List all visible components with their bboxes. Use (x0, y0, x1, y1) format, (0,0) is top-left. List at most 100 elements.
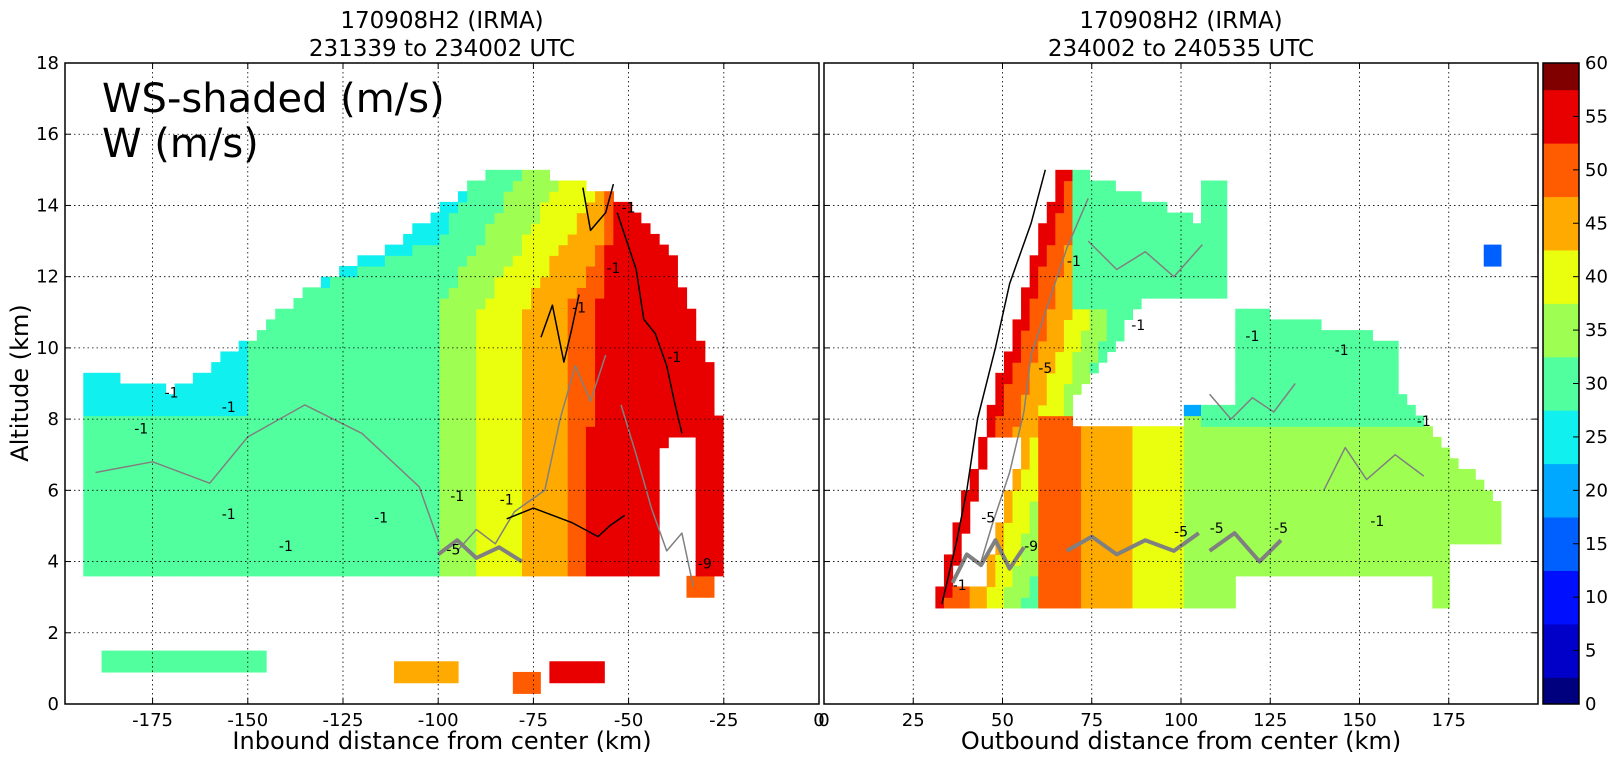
wind-speed-cell (394, 426, 404, 438)
wind-speed-cell (1320, 511, 1331, 523)
wind-speed-cell (604, 244, 614, 256)
wind-speed-cell (1218, 511, 1228, 523)
wind-speed-cell (1218, 265, 1228, 278)
wind-speed-cell (576, 287, 587, 299)
y-tick-label: 4 (48, 552, 59, 573)
wind-speed-cell (1406, 511, 1416, 523)
wind-speed-cell (311, 522, 322, 534)
wind-speed-cell (613, 212, 624, 224)
wind-speed-cell (476, 308, 487, 320)
wind-speed-cell (1260, 565, 1271, 577)
wind-speed-cell (421, 233, 432, 246)
wind-speed-cell (613, 543, 624, 556)
wind-speed-cell (1046, 522, 1056, 534)
wind-speed-cell (238, 565, 249, 577)
wind-speed-cell (585, 308, 596, 320)
wind-speed-cell (1312, 458, 1322, 470)
wind-speed-cell (943, 597, 954, 609)
wind-speed-cell (1115, 244, 1125, 256)
wind-speed-cell (421, 661, 432, 673)
wind-speed-cell (394, 351, 404, 363)
wind-speed-cell (156, 436, 167, 449)
wind-speed-cell (1423, 426, 1433, 438)
wind-speed-cell (1466, 511, 1476, 523)
wind-speed-cell (613, 383, 624, 395)
wind-speed-cell (174, 554, 185, 566)
wind-speed-cell (1406, 543, 1416, 556)
wind-speed-cell (1432, 511, 1442, 523)
wind-speed-cell (1329, 543, 1339, 556)
wind-speed-cell (1055, 426, 1065, 438)
wind-speed-cell (668, 298, 678, 310)
wind-speed-cell (659, 319, 669, 331)
wind-speed-cell (439, 265, 450, 278)
wind-speed-cell (503, 255, 514, 267)
wind-speed-cell (394, 436, 404, 449)
wind-speed-cell (457, 490, 468, 502)
wind-speed-cell (1063, 191, 1074, 203)
wind-speed-cell (649, 394, 660, 406)
wind-speed-cell (1398, 511, 1408, 523)
wind-speed-cell (1046, 276, 1056, 288)
w-contour-label: -1 (622, 201, 636, 217)
wind-speed-cell (531, 351, 541, 363)
wind-speed-cell (567, 223, 578, 235)
wind-speed-cell (1158, 436, 1168, 449)
wind-speed-cell (348, 340, 359, 353)
wind-speed-cell (412, 511, 423, 523)
wind-speed-cell (659, 276, 669, 288)
wind-speed-cell (1029, 586, 1039, 598)
wind-speed-cell (1021, 319, 1031, 331)
wind-speed-cell (1012, 533, 1022, 545)
wind-speed-cell (1338, 415, 1348, 427)
wind-speed-cell (631, 223, 642, 235)
wind-speed-cell (613, 468, 624, 481)
wind-speed-cell (558, 565, 569, 577)
wind-speed-cell (704, 501, 715, 513)
wind-speed-cell (576, 565, 587, 577)
wind-speed-cell (1312, 533, 1322, 545)
wind-speed-cell (147, 661, 157, 673)
wind-speed-cell (284, 394, 295, 406)
wind-speed-cell (183, 479, 194, 491)
wind-speed-cell (1406, 554, 1416, 566)
w-contour-label: -1 (1245, 329, 1259, 345)
wind-speed-cell (1338, 501, 1348, 513)
wind-speed-cell (1038, 319, 1048, 331)
wind-speed-cell (567, 554, 578, 566)
wind-speed-cell (531, 180, 541, 192)
wind-speed-cell (403, 415, 413, 427)
wind-speed-cell (412, 308, 423, 320)
wind-speed-cell (110, 511, 121, 523)
wind-speed-cell (1081, 586, 1091, 598)
wind-speed-cell (366, 447, 377, 459)
wind-speed-cell (943, 575, 954, 588)
wind-speed-cell (1081, 180, 1091, 192)
wind-speed-cell (558, 543, 569, 556)
wind-speed-cell (1389, 543, 1399, 556)
wind-speed-cell (640, 511, 651, 523)
wind-speed-cell (521, 298, 532, 310)
wind-speed-cell (1226, 490, 1236, 502)
wind-speed-cell (320, 287, 331, 299)
wind-speed-cell (275, 490, 285, 502)
wind-speed-cell (494, 565, 505, 577)
wind-speed-cell (348, 362, 359, 374)
wind-speed-cell (1338, 533, 1348, 545)
wind-speed-cell (503, 340, 514, 353)
wind-speed-cell (512, 671, 523, 684)
wind-speed-cell (403, 671, 413, 684)
wind-speed-cell (1483, 490, 1493, 502)
wind-speed-cell (320, 458, 331, 470)
wind-speed-cell (1003, 383, 1014, 395)
wind-speed-cell (1106, 255, 1116, 267)
wind-speed-cell (147, 394, 157, 406)
wind-speed-cell (366, 511, 377, 523)
wind-speed-cell (1406, 447, 1416, 459)
x-tick-label: -75 (519, 710, 548, 731)
wind-speed-cell (394, 298, 404, 310)
wind-speed-cell (266, 543, 276, 556)
wind-speed-cell (558, 201, 569, 214)
wind-speed-cell (83, 533, 94, 545)
wind-speed-cell (1021, 298, 1031, 310)
